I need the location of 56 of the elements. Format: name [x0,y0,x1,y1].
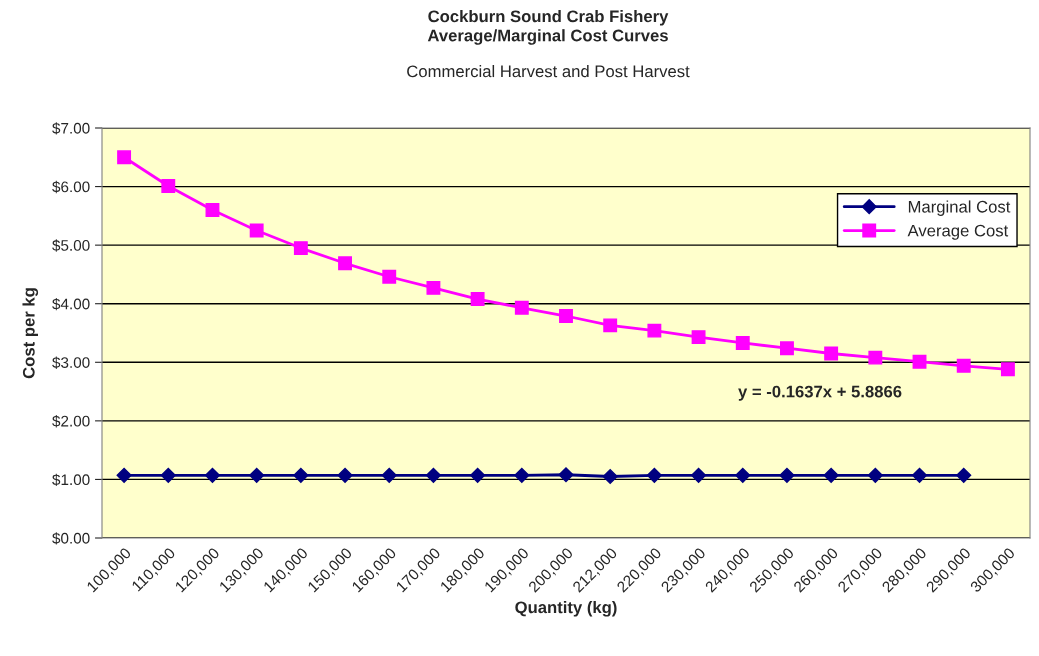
point [867,467,883,483]
point [558,467,574,483]
point [249,467,265,483]
point [470,292,485,306]
y-tick-label: $4.00 [52,297,90,311]
point [204,467,221,483]
point [514,467,530,483]
point [912,354,927,369]
y-tick-label: $1.00 [52,473,90,487]
y-tick-label: $0.00 [52,532,90,545]
point [647,323,662,338]
point [559,309,573,323]
point [381,467,397,483]
y-tick-label: $5.00 [52,239,90,252]
point [470,467,486,483]
annotation: y = -0.1637x + 5.8866 [738,385,902,401]
point [735,336,750,350]
point [868,350,883,365]
legend-label: Marginal Cost [908,200,1011,216]
point [337,467,353,483]
y-tick-label: $7.00 [52,122,90,135]
point [602,468,618,485]
y-tick-label: $6.00 [52,180,90,194]
point [956,467,972,483]
point [779,467,795,483]
y-tick-label: $2.00 [52,415,90,428]
point [249,223,264,238]
point [514,300,529,315]
point [338,256,352,271]
point [691,467,707,483]
point [116,467,132,483]
point [161,179,176,193]
point [780,341,794,356]
chart-title: Cockburn Sound Crab Fishery Average/Marginal Cost Curves [427,10,669,45]
point [1000,362,1015,377]
point [205,203,220,217]
legend-label: Average Cost [907,224,1009,240]
point [382,269,397,284]
point [691,330,706,345]
point [426,280,441,295]
point [603,318,618,333]
point [823,467,839,483]
y-axis-title: Cost per kg [22,288,39,379]
point [824,346,839,361]
point [911,467,928,483]
point [293,467,309,483]
point [735,467,751,483]
x-axis-title: Quantity (kg) [515,601,617,617]
point [646,467,662,483]
y-tick-label: $3.00 [52,356,90,369]
point [117,150,132,165]
point [293,241,308,256]
point [425,467,441,483]
point [160,467,176,483]
chart-subtitle: Commercial Harvest and Post Harvest [407,65,690,78]
point [956,358,971,373]
